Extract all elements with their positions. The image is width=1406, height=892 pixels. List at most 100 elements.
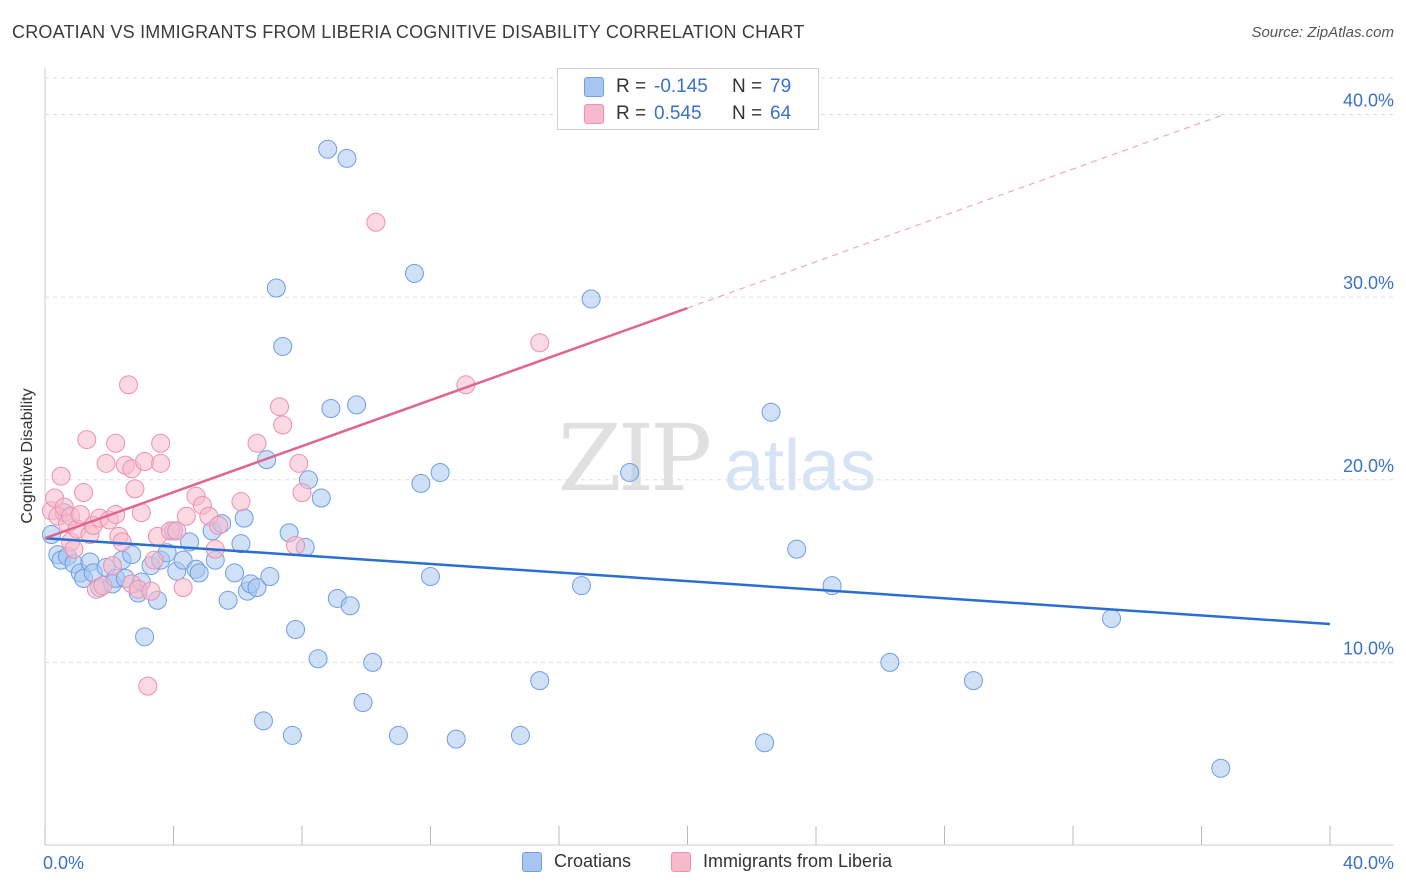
croatian-point xyxy=(761,402,781,422)
liberia-point xyxy=(77,430,97,450)
liberia-point xyxy=(151,433,171,453)
croatian-point xyxy=(340,596,360,616)
croatian-point xyxy=(421,567,440,587)
liberia-point xyxy=(144,550,164,570)
croatian-point xyxy=(571,576,591,596)
legend-n-value: 79 xyxy=(770,76,792,97)
liberia-point xyxy=(125,479,145,499)
liberia-point xyxy=(273,415,293,435)
legend-label-croatians: Croatians xyxy=(554,851,632,871)
liberia-point xyxy=(289,453,309,473)
liberia-point xyxy=(173,578,193,598)
liberia-point xyxy=(231,492,251,512)
liberia-point xyxy=(51,466,71,486)
croatian-point xyxy=(273,336,293,356)
croatian-point xyxy=(225,563,245,583)
croatian-point xyxy=(122,545,142,565)
croatian-point xyxy=(266,278,286,298)
liberia-point xyxy=(106,433,126,453)
croatian-point xyxy=(787,539,807,559)
liberia-point xyxy=(70,504,90,524)
croatian-point xyxy=(620,462,640,482)
croatian-point xyxy=(347,395,367,415)
croatian-point xyxy=(173,550,193,570)
croatian-point xyxy=(880,652,900,672)
croatian-point xyxy=(388,725,408,745)
liberia-point xyxy=(176,506,196,526)
liberia-point xyxy=(208,515,228,535)
liberia-point xyxy=(135,452,155,471)
croatian-point xyxy=(1211,758,1231,778)
croatian-point xyxy=(218,590,238,610)
liberia-point xyxy=(530,333,550,353)
croatian-point xyxy=(530,671,550,691)
watermark-zip: ZIP xyxy=(558,405,709,512)
legend-n-label: N = xyxy=(732,76,763,97)
y-tick-label: 30.0% xyxy=(1343,273,1394,293)
croatian-point xyxy=(234,508,254,528)
legend-item-liberia[interactable]: Immigrants from Liberia xyxy=(671,851,892,872)
liberia-point xyxy=(138,676,158,696)
croatian-point xyxy=(963,671,983,691)
croatian-point xyxy=(1102,609,1122,629)
y-tick-label: 20.0% xyxy=(1343,456,1394,476)
legend-n-value: 64 xyxy=(770,103,792,124)
y-tick-label: 40.0% xyxy=(1343,91,1394,111)
legend-swatch-liberia xyxy=(584,104,604,124)
x-tick-label: 0.0% xyxy=(43,853,84,873)
liberia-point xyxy=(93,576,113,596)
chart-title: CROATIAN VS IMMIGRANTS FROM LIBERIA COGN… xyxy=(12,22,805,42)
liberia-trend-line xyxy=(44,306,688,540)
legend-r-label: R = xyxy=(616,76,647,97)
correlation-legend: R = -0.145 N = 79 R = 0.545 N = 64 xyxy=(557,68,819,130)
liberia-point xyxy=(96,453,116,473)
croatian-point xyxy=(353,693,373,713)
croatian-point xyxy=(135,627,155,647)
series-legend: Croatians Immigrants from Liberia xyxy=(0,851,1406,877)
croatian-point xyxy=(286,620,306,640)
croatian-point xyxy=(189,563,209,583)
legend-swatch-liberia xyxy=(671,851,691,872)
liberia-point xyxy=(102,556,122,576)
croatian-point xyxy=(260,567,280,587)
croatian-point xyxy=(755,733,775,753)
croatian-point xyxy=(308,649,328,669)
legend-r-label: R = xyxy=(616,103,647,124)
croatian-point xyxy=(446,729,466,749)
liberia-trend-extension xyxy=(687,113,1225,309)
croatian-point xyxy=(247,578,267,598)
croatian-point xyxy=(411,473,431,493)
liberia-point xyxy=(270,397,290,417)
croatian-point xyxy=(311,488,331,508)
liberia-point xyxy=(247,433,267,453)
liberia-point xyxy=(151,453,171,473)
liberia-point xyxy=(119,375,139,395)
liberia-point xyxy=(292,483,312,503)
croatian-point xyxy=(282,725,302,745)
liberia-point xyxy=(366,212,386,232)
watermark-atlas: atlas xyxy=(724,426,876,506)
croatian-point xyxy=(318,139,338,159)
croatian-point xyxy=(581,289,601,309)
liberia-point xyxy=(64,539,84,559)
croatian-point xyxy=(430,462,450,482)
legend-item-croatians[interactable]: Croatians xyxy=(522,851,631,872)
croatian-point xyxy=(321,399,341,419)
croatian-point xyxy=(363,652,383,672)
legend-swatch-croatians xyxy=(584,77,604,97)
liberia-point xyxy=(286,536,306,556)
croatian-point xyxy=(337,148,357,168)
legend-label-liberia: Immigrants from Liberia xyxy=(703,851,893,871)
x-tick-label: 40.0% xyxy=(1343,853,1394,873)
croatian-point xyxy=(404,263,424,283)
y-tick-label: 10.0% xyxy=(1343,638,1394,658)
liberia-point xyxy=(167,521,187,541)
source-label: Source: ZipAtlas.com xyxy=(1251,24,1394,41)
croatian-trend-line xyxy=(44,536,1331,626)
legend-r-value: -0.145 xyxy=(654,76,708,97)
liberia-point xyxy=(141,581,161,601)
croatian-point xyxy=(510,725,530,745)
liberia-point xyxy=(74,483,94,503)
legend-swatch-croatians xyxy=(522,851,542,872)
